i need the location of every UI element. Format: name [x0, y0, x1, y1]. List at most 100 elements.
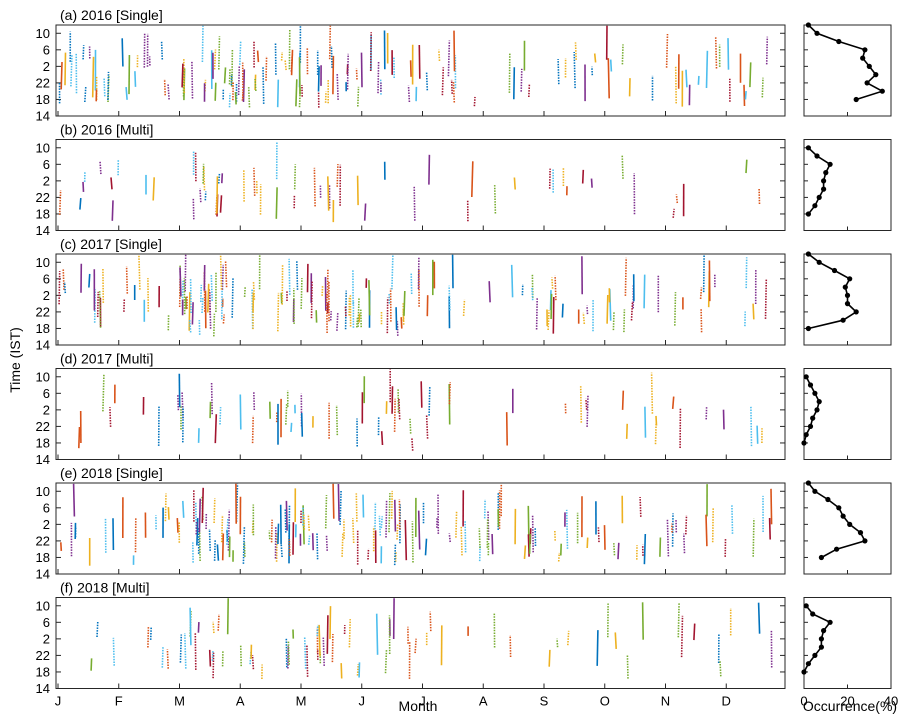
event-trace: [582, 312, 586, 324]
event-trace: [307, 535, 311, 545]
event-trace: [606, 294, 609, 324]
event-trace: [413, 185, 416, 221]
occurrence-point: [847, 521, 853, 528]
occurrence-point: [814, 30, 820, 36]
event-trace: [768, 517, 771, 540]
event-trace: [396, 524, 399, 540]
event-trace: [641, 602, 644, 640]
occurrence-point: [812, 488, 818, 494]
event-trace: [316, 624, 319, 637]
event-trace: [356, 316, 359, 328]
event-trace: [197, 622, 200, 633]
event-trace: [355, 493, 358, 522]
event-trace: [420, 381, 423, 408]
occurrence-point: [853, 309, 859, 315]
panel-title: (c) 2017 [Single]: [60, 236, 162, 252]
event-trace: [752, 303, 755, 320]
event-trace: [528, 83, 531, 98]
event-trace: [200, 284, 203, 303]
event-trace: [639, 496, 642, 517]
event-trace: [765, 36, 769, 65]
occurrence-point: [814, 407, 820, 413]
event-trace: [231, 49, 234, 87]
x-axis-label: Month: [399, 698, 438, 714]
occurrence-point: [812, 390, 818, 396]
occurrence-point: [860, 55, 866, 61]
event-trace: [425, 414, 429, 439]
side-x-axis-label: Occurrence(%): [803, 698, 897, 714]
event-trace: [90, 658, 93, 671]
event-trace: [745, 159, 748, 174]
panel-title: (a) 2016 [Single]: [60, 7, 163, 23]
event-trace: [316, 533, 319, 560]
event-trace: [307, 514, 310, 531]
event-trace: [743, 84, 746, 107]
event-trace: [107, 71, 110, 101]
event-trace: [675, 194, 679, 204]
event-trace: [450, 79, 453, 94]
event-trace: [84, 86, 87, 103]
occurrence-point: [844, 301, 851, 307]
event-trace: [317, 66, 320, 92]
y-tick-label: 6: [43, 157, 50, 172]
event-trace: [655, 415, 658, 426]
event-trace: [300, 412, 304, 437]
event-traces: [78, 369, 763, 451]
event-trace: [464, 520, 467, 553]
event-trace: [214, 82, 217, 101]
event-trace: [60, 542, 63, 551]
panel-1: (a) 2016 [Single] 106 222 18 14: [36, 7, 892, 124]
event-trace: [683, 533, 686, 554]
event-trace: [112, 637, 115, 666]
y-tick-label: 6: [43, 42, 50, 57]
main-axes-box: [55, 24, 786, 117]
event-trace: [685, 69, 688, 88]
event-trace: [556, 638, 559, 648]
occurrence-point: [834, 546, 840, 552]
event-trace: [699, 287, 703, 299]
event-trace: [400, 317, 403, 329]
event-trace: [674, 292, 677, 326]
event-trace: [693, 623, 696, 641]
y-tick-label: 2: [43, 402, 50, 417]
event-trace: [650, 372, 654, 414]
event-trace: [339, 489, 342, 525]
y-tick-label: 22: [36, 533, 50, 548]
event-trace: [644, 406, 647, 438]
event-trace: [388, 294, 391, 304]
x-tick-label: S: [540, 694, 549, 709]
event-trace: [567, 630, 570, 646]
event-trace: [290, 49, 294, 76]
event-trace: [287, 641, 290, 665]
event-trace: [418, 44, 421, 79]
event-trace: [192, 198, 195, 220]
occurrence-axes-box: [803, 24, 892, 117]
event-trace: [551, 277, 554, 289]
y-tick-label: 2: [43, 288, 50, 303]
y-tick-label: 18: [36, 321, 50, 336]
event-trace: [199, 188, 202, 203]
event-trace: [348, 619, 351, 648]
event-trace: [665, 33, 669, 68]
event-trace: [438, 49, 441, 61]
event-trace: [452, 80, 456, 103]
occurrence-point: [836, 38, 842, 45]
event-trace: [396, 321, 399, 336]
main-axes-box: [55, 253, 786, 346]
event-trace: [280, 543, 283, 558]
event-trace: [270, 519, 273, 543]
event-trace: [219, 195, 223, 213]
occurrence-point: [821, 178, 827, 184]
event-trace: [300, 278, 303, 309]
event-trace: [677, 602, 680, 638]
y-tick-label: 10: [36, 598, 50, 613]
event-trace: [355, 68, 358, 80]
event-trace: [181, 392, 184, 419]
event-trace: [216, 544, 220, 561]
event-trace: [96, 291, 99, 318]
event-trace: [288, 538, 291, 556]
event-trace: [109, 407, 112, 427]
event-trace: [227, 509, 231, 551]
event-trace: [621, 154, 624, 179]
event-trace: [393, 398, 396, 432]
